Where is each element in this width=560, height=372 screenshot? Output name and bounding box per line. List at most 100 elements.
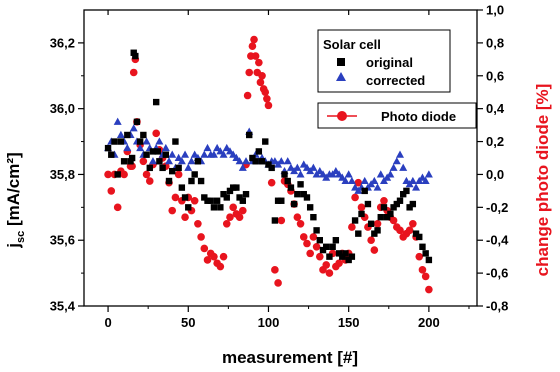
corrected-point [190,150,199,158]
corrected-point [315,166,324,175]
original-point [191,171,198,178]
original-point [210,204,218,211]
original-point [124,131,131,139]
photodiode-point [322,261,331,269]
original-point [194,158,202,165]
y-axis-left-title-unit: [mA/cm²] [4,152,23,230]
y-right-tick-label: 0,8 [486,35,504,50]
original-point [178,184,186,191]
original-point [159,164,166,172]
corrected-point [155,137,164,145]
original-point [281,171,288,178]
photodiode-point [235,213,244,221]
photodiode-point [258,71,266,80]
photodiode-point [405,226,414,235]
photodiode-point [255,58,263,67]
original-point [393,200,400,208]
original-point [217,204,224,211]
original-point [425,256,433,264]
original-point [229,184,237,191]
photodiode-point [139,157,148,166]
corrected-point [335,170,344,178]
original-point [316,237,323,244]
original-point [252,158,259,165]
y-left-tick-label: 36,0 [50,101,75,116]
photodiode-point [226,213,234,221]
legend-original-label: original [366,55,413,70]
original-point [111,138,118,145]
original-point [310,214,317,221]
corrected-point [370,176,379,185]
corrected-point [341,176,350,185]
original-point [262,138,269,145]
photodiode-point [277,216,286,225]
photodiode-point [348,223,356,231]
photodiode-point [197,233,205,241]
photodiode-point [370,246,379,254]
corrected-point [213,143,222,152]
original-point [329,243,336,250]
original-point [297,181,304,188]
corrected-point [286,163,295,171]
original-point [396,197,404,204]
original-point [380,204,388,211]
y-left-tick-label: 36,2 [50,35,75,50]
legend-corrected-label: corrected [366,73,425,88]
x-tick-label: 0 [104,315,111,330]
photodiode-point [267,178,276,187]
original-point [419,243,426,250]
corrected-point [242,157,251,165]
y-right-tick-label: -0,2 [486,200,508,215]
original-point [274,197,282,204]
corrected-point [161,143,170,152]
corrected-point [309,163,318,171]
original-point [403,187,410,195]
original-point [223,194,230,201]
original-point [130,49,137,56]
corrected-point [338,173,347,181]
corrected-point [386,170,395,178]
photodiode-point [380,196,388,205]
x-tick-label: 150 [338,315,360,330]
photodiode-point [251,52,260,60]
photodiode-point [415,252,424,261]
corrected-point [209,150,218,158]
photodiode-point [194,219,202,228]
photodiode-point [335,259,343,268]
corrected-point [123,143,132,152]
corrected-point [302,163,311,171]
original-point [154,148,161,155]
original-point [197,177,205,185]
photodiode-point [200,244,209,253]
x-tick-label: 50 [181,315,195,330]
photodiode-point [409,219,417,228]
corrected-point [360,176,369,185]
y-right-tick-label: 0,2 [486,134,504,149]
corrected-point [277,157,286,165]
original-point [351,217,359,224]
original-point [236,194,243,201]
x-tick-label: 200 [418,315,440,330]
photodiode-point [243,91,252,100]
corrected-point [216,147,225,155]
corrected-point [424,170,433,178]
original-point [133,118,141,126]
corrected-point [174,153,183,161]
corrected-point [200,150,209,158]
photodiode-point [216,262,225,271]
original-point [323,243,330,250]
corrected-point [229,150,238,158]
original-point [271,217,279,224]
corrected-point [203,143,212,152]
photodiode-point [306,249,314,258]
corrected-point [136,143,145,152]
photodiode-point [129,68,138,77]
y-left-tick-label: 35,6 [50,233,75,248]
plot-frame [83,9,478,307]
photodiode-point [396,226,404,235]
photodiode-point [248,42,257,50]
y-right-tick-label: 0,4 [486,101,505,116]
photodiode-point [174,170,183,179]
original-point [290,200,298,208]
